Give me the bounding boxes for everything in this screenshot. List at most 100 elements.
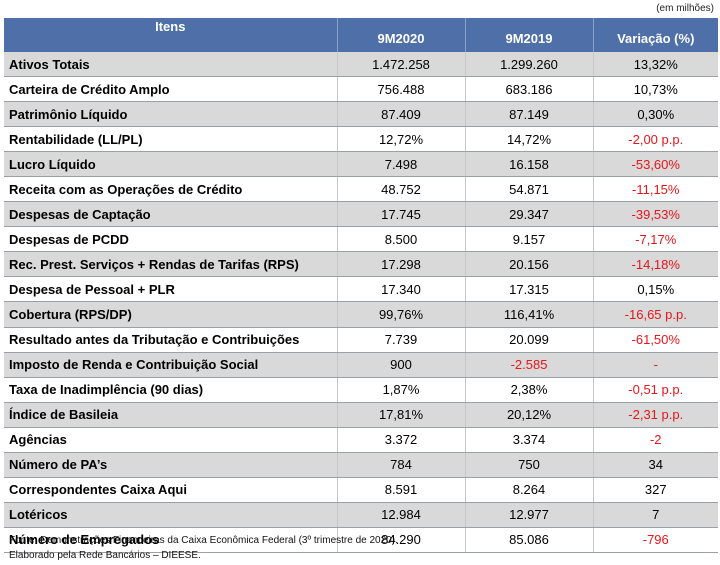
table-row: Patrimônio Líquido 87.409 87.149 0,30%	[4, 101, 718, 128]
header-9m2019: 9M2019	[465, 18, 594, 52]
row-label: Taxa de Inadimplência (90 dias)	[4, 377, 338, 403]
value-9m2019: 16.158	[465, 151, 594, 178]
value-variation: 13,32%	[593, 52, 718, 78]
table-row: Taxa de Inadimplência (90 dias) 1,87% 2,38…	[4, 377, 718, 403]
value-9m2019: 29.347	[465, 201, 594, 228]
value-variation: 327	[593, 477, 718, 503]
value-9m2020: 87.409	[337, 101, 466, 128]
row-label: Rec. Prest. Serviços + Rendas de Tarifas…	[4, 251, 338, 278]
value-9m2020: 84.290	[337, 527, 466, 553]
value-variation: 0,15%	[593, 276, 718, 303]
table-row: Lucro Líquido 7.498 16.158 -53,60%	[4, 151, 718, 178]
value-variation: -53,60%	[593, 151, 718, 178]
value-variation: -7,17%	[593, 226, 718, 253]
value-variation: -2,31 p.p.	[593, 402, 718, 428]
table-row: Agências 3.372 3.374 -2	[4, 427, 718, 453]
table-row: Carteira de Crédito Amplo 756.488 683.186 1…	[4, 76, 718, 103]
value-9m2019: 20,12%	[465, 402, 594, 428]
header-variation: Variação (%)	[593, 18, 718, 52]
value-variation: -61,50%	[593, 327, 718, 353]
value-variation: 0,30%	[593, 101, 718, 128]
row-label: Número de Empregados	[4, 527, 338, 553]
value-variation: 34	[593, 452, 718, 478]
table-row: Rec. Prest. Serviços + Rendas de Tarifas…	[4, 251, 718, 278]
value-9m2019: 85.086	[465, 527, 594, 553]
row-label: Lucro Líquido	[4, 151, 338, 178]
footer-source: Fonte: Demonstrações Financeiras da Caix…	[9, 535, 398, 546]
value-9m2019: 750	[465, 452, 594, 478]
unit-note: (em milhões)	[656, 3, 714, 14]
value-9m2019: 54.871	[465, 176, 594, 203]
table-row: Número de PA’s 784 750 34	[4, 452, 718, 478]
value-9m2020: 7.498	[337, 151, 466, 178]
value-9m2020: 17,81%	[337, 402, 466, 428]
header-items: Itens	[4, 18, 338, 52]
value-9m2020: 17.340	[337, 276, 466, 303]
value-variation: -2,00 p.p.	[593, 126, 718, 153]
value-variation: -39,53%	[593, 201, 718, 228]
header-9m2020: 9M2020	[337, 18, 466, 52]
table-row: Despesas de Captação 17.745 29.347 -39,53%	[4, 201, 718, 228]
value-9m2019: 14,72%	[465, 126, 594, 153]
value-9m2020: 17.298	[337, 251, 466, 278]
table-header: Itens 9M2020 9M2019 Variação (%)	[4, 18, 718, 52]
table-row: Cobertura (RPS/DP) 99,76% 116,41% -16,65 p.…	[4, 301, 718, 328]
table-row: Número de Empregados 84.290 85.086 -796	[4, 527, 718, 553]
value-9m2019: 3.374	[465, 427, 594, 453]
value-9m2020: 48.752	[337, 176, 466, 203]
table-row: Resultado antes da Tributação e Contribu…	[4, 327, 718, 353]
value-variation: 7	[593, 502, 718, 528]
value-variation: -2	[593, 427, 718, 453]
row-label: Cobertura (RPS/DP)	[4, 301, 338, 328]
value-9m2020: 7.739	[337, 327, 466, 353]
value-9m2019: 1.299.260	[465, 52, 594, 78]
value-variation: 10,73%	[593, 76, 718, 103]
value-9m2019: 20.099	[465, 327, 594, 353]
table-row: Imposto de Renda e Contribuição Social 90…	[4, 352, 718, 378]
row-label: Correspondentes Caixa Aqui	[4, 477, 338, 503]
value-9m2020: 99,76%	[337, 301, 466, 328]
value-variation: -14,18%	[593, 251, 718, 278]
value-9m2019: 12.977	[465, 502, 594, 528]
value-9m2020: 900	[337, 352, 466, 378]
table-row: Despesa de Pessoal + PLR 17.340 17.315 0,15…	[4, 276, 718, 303]
row-label: Despesas de PCDD	[4, 226, 338, 253]
row-label: Ativos Totais	[4, 52, 338, 78]
value-9m2019: 8.264	[465, 477, 594, 503]
table-row: Rentabilidade (LL/PL) 12,72% 14,72% -2,00 p…	[4, 126, 718, 153]
row-label: Rentabilidade (LL/PL)	[4, 126, 338, 153]
value-9m2020: 3.372	[337, 427, 466, 453]
row-label: Resultado antes da Tributação e Contribu…	[4, 327, 338, 353]
table-row: Ativos Totais 1.472.258 1.299.260 13,32%	[4, 52, 718, 78]
row-label: Imposto de Renda e Contribuição Social	[4, 352, 338, 378]
table-row: Despesas de PCDD 8.500 9.157 -7,17%	[4, 226, 718, 253]
value-9m2019: 87.149	[465, 101, 594, 128]
financial-table: Itens 9M2020 9M2019 Variação (%) Ativos …	[4, 18, 718, 553]
value-9m2019: -2.585	[465, 352, 594, 378]
value-9m2020: 784	[337, 452, 466, 478]
row-label: Carteira de Crédito Amplo	[4, 76, 338, 103]
value-9m2019: 20.156	[465, 251, 594, 278]
value-9m2019: 2,38%	[465, 377, 594, 403]
row-label: Lotéricos	[4, 502, 338, 528]
footer-credit: Elaborado pela Rede Bancários – DIEESE.	[9, 550, 201, 561]
row-label: Despesa de Pessoal + PLR	[4, 276, 338, 303]
row-label: Receita com as Operações de Crédito	[4, 176, 338, 203]
row-label: Agências	[4, 427, 338, 453]
value-9m2020: 17.745	[337, 201, 466, 228]
value-variation: -0,51 p.p.	[593, 377, 718, 403]
row-label: Número de PA’s	[4, 452, 338, 478]
value-9m2020: 8.500	[337, 226, 466, 253]
value-variation: -11,15%	[593, 176, 718, 203]
row-label: Patrimônio Líquido	[4, 101, 338, 128]
table-row: Lotéricos 12.984 12.977 7	[4, 502, 718, 528]
value-9m2019: 116,41%	[465, 301, 594, 328]
value-9m2020: 1,87%	[337, 377, 466, 403]
table-body: Ativos Totais 1.472.258 1.299.260 13,32% Car…	[4, 52, 718, 553]
value-9m2020: 12,72%	[337, 126, 466, 153]
row-label: Índice de Basileia	[4, 402, 338, 428]
value-variation: -796	[593, 527, 718, 553]
table-row: Índice de Basileia 17,81% 20,12% -2,31 p.p.	[4, 402, 718, 428]
row-label: Despesas de Captação	[4, 201, 338, 228]
value-variation: -16,65 p.p.	[593, 301, 718, 328]
